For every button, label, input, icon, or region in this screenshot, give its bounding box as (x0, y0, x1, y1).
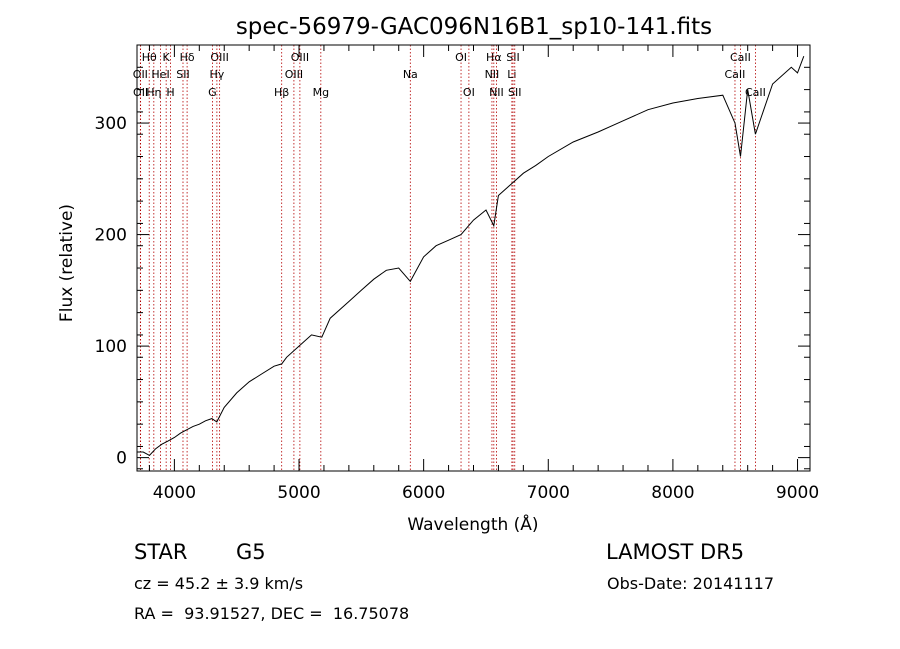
spectral-subclass: G5 (236, 540, 266, 564)
line-marker-label: K (163, 51, 171, 64)
line-marker-label: CaII (725, 68, 746, 81)
obs-date: Obs-Date: 20141117 (607, 574, 775, 593)
line-marker-label: OI (455, 51, 467, 64)
line-marker-label: SII (508, 86, 521, 99)
line-marker-label: Li (507, 68, 516, 81)
x-tick-label: 6000 (402, 483, 445, 503)
line-marker-label: Hα (486, 51, 502, 64)
line-marker-label: H (166, 86, 174, 99)
line-marker-label: CaII (745, 86, 766, 99)
line-marker-label: OIII (291, 51, 309, 64)
y-axis-label: Flux (relative) (57, 204, 77, 322)
line-marker-label: Hη (146, 86, 161, 99)
x-tick-label: 7000 (527, 483, 570, 503)
x-tick-label: 4000 (153, 483, 196, 503)
x-tick-label: 9000 (776, 483, 819, 503)
y-tick-label: 200 (95, 226, 127, 246)
line-marker-label: OIII (210, 51, 228, 64)
line-marker-label: HeI (151, 68, 169, 81)
x-tick-label: 8000 (651, 483, 694, 503)
line-marker-label: SII (506, 51, 519, 64)
axes: 4000 5000 6000 7000 8000 9000 0 100 200 300 (95, 45, 819, 503)
y-tick-label: 300 (95, 114, 127, 134)
line-marker-label: G (208, 86, 217, 99)
line-marker-label: OIII (285, 68, 303, 81)
object-class: STAR (134, 540, 188, 564)
line-marker-label: NII (489, 86, 504, 99)
line-marker-label: Hθ (142, 51, 157, 64)
plot-frame (136, 44, 811, 472)
y-tick-label: 0 (116, 449, 127, 469)
line-marker-label: NII (485, 68, 500, 81)
line-marker-label: Hγ (209, 68, 224, 81)
coordinates: RA = 93.91527, DEC = 16.75078 (134, 604, 410, 623)
line-marker-label: CaII (730, 51, 751, 64)
chart-title: spec-56979-GAC096N16B1_sp10-141.fits (236, 14, 712, 40)
x-axis-label: Wavelength (Å) (407, 513, 538, 535)
line-marker-label: SII (176, 68, 189, 81)
spectrum-line (137, 56, 805, 457)
redshift-text: cz = 45.2 ± 3.9 km/s (134, 574, 304, 593)
line-marker-label: OI (463, 86, 475, 99)
line-marker-label: Hβ (274, 86, 289, 99)
x-tick-label: 5000 (277, 483, 320, 503)
survey-name: LAMOST DR5 (606, 540, 745, 564)
line-marker-label: Hδ (180, 51, 195, 64)
y-tick-label: 100 (95, 337, 127, 357)
line-marker-label: Na (403, 68, 418, 81)
line-marker-label: Mg (313, 86, 329, 99)
